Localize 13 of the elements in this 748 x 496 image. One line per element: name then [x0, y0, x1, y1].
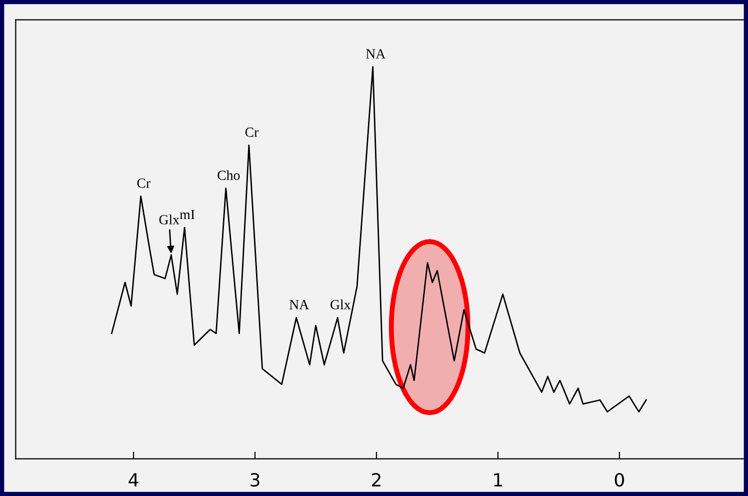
annotation: Cho: [218, 170, 240, 180]
annotation: Cr: [137, 178, 150, 188]
annotation: NA: [289, 300, 310, 310]
x-tick-label: 3: [250, 473, 260, 487]
annotation: Glx: [159, 214, 180, 224]
annotation: mI: [180, 210, 195, 220]
annotation: NA: [366, 49, 386, 58]
x-tick-label: 4: [128, 473, 138, 486]
x-tick-label: 1: [494, 473, 502, 486]
x-tick-label: 0: [614, 473, 624, 487]
annotation: Glx: [330, 300, 351, 310]
annotation: Cr: [245, 128, 259, 137]
x-tick-label: 2: [372, 473, 380, 486]
